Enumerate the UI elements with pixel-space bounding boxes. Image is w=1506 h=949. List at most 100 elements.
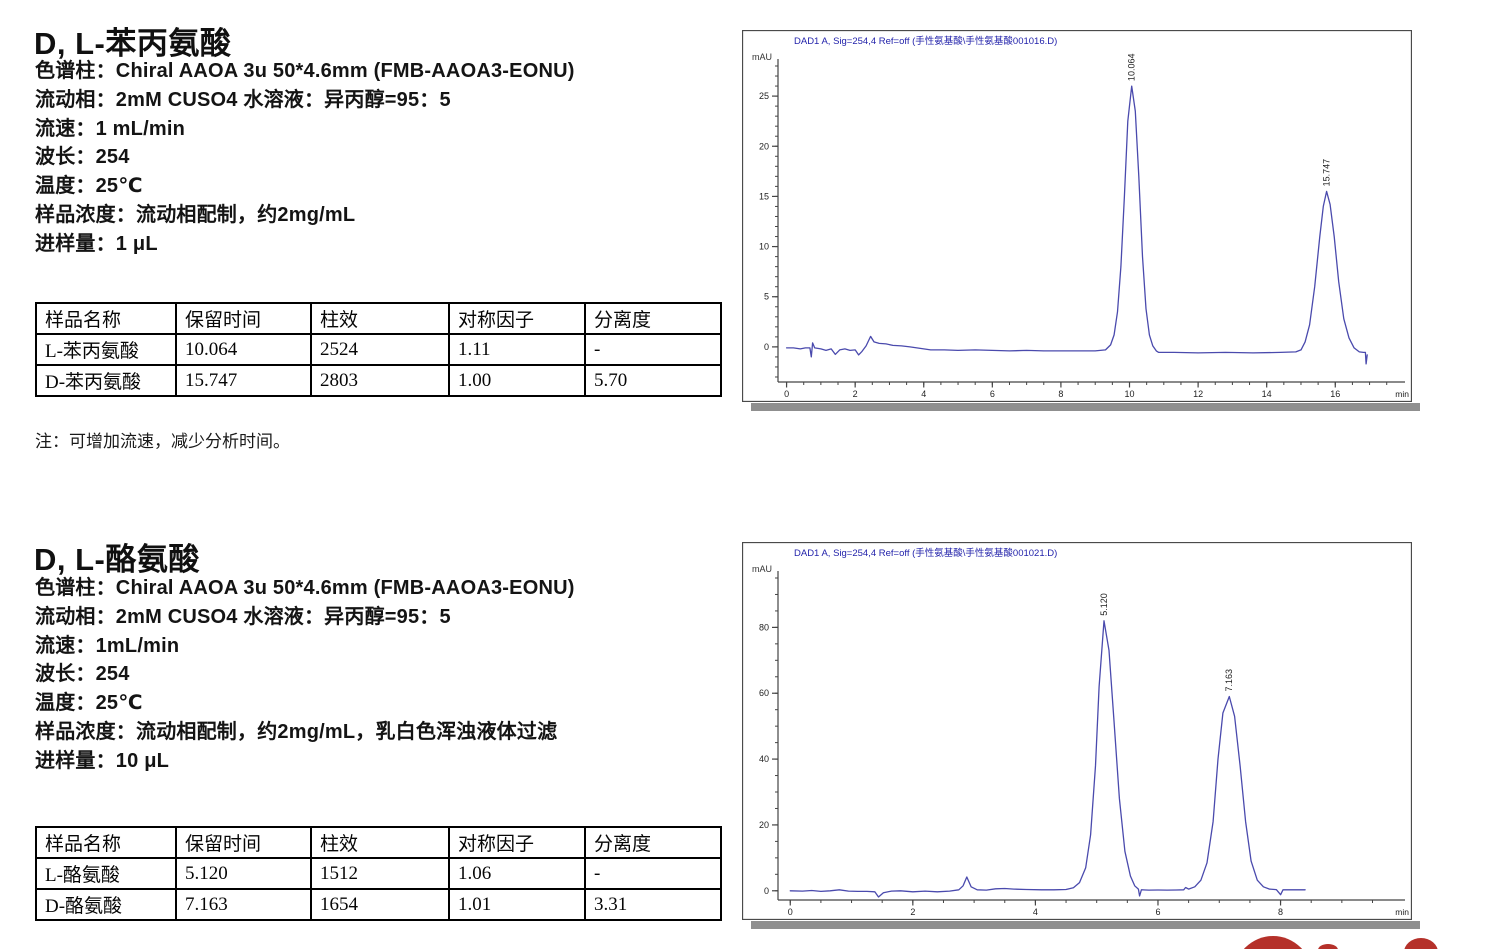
x-tick-label: 8 [1058, 389, 1063, 399]
table-cell: L-酪氨酸 [35, 857, 177, 890]
chart-signal-header: DAD1 A, Sig=254,4 Ref=off (手性氨基酸\手性氨基酸00… [794, 547, 1057, 559]
chart-2-drop-shadow [751, 921, 1420, 929]
chromatogram-svg: DAD1 A, Sig=254,4 Ref=off (手性氨基酸\手性氨基酸00… [741, 29, 1413, 403]
chromatogram-panel-tyrosine: DAD1 A, Sig=254,4 Ref=off (手性氨基酸\手性氨基酸00… [741, 541, 1413, 921]
chromatogram-panel-phenylalanine: DAD1 A, Sig=254,4 Ref=off (手性氨基酸\手性氨基酸00… [741, 29, 1413, 403]
chart-frame [741, 29, 1413, 403]
table-cell: 1512 [310, 857, 450, 890]
table-cell: 10.064 [175, 333, 312, 366]
y-tick-label: 20 [759, 820, 769, 830]
x-tick-label: 6 [990, 389, 995, 399]
table-cell: 15.747 [175, 364, 312, 397]
table-cell: - [584, 333, 722, 366]
x-axis-unit-label: min [1395, 389, 1409, 399]
section-2-method-params: 色谱柱：Chiral AAOA 3u 50*4.6mm (FMB-AAOA3-E… [35, 574, 725, 776]
partial-red-logo-mark-2 [1404, 938, 1438, 949]
table-cell: 1.06 [448, 857, 586, 890]
chart-frame [741, 541, 1413, 921]
y-tick-label: 10 [759, 242, 769, 252]
method-param-line: 进样量：1 μL [35, 232, 158, 255]
table-header-cell: 样品名称 [35, 826, 177, 859]
table-cell: 5.70 [584, 364, 722, 397]
method-param-line: 温度：25℃ [35, 175, 143, 198]
method-param-line: 样品浓度：流动相配制，约2mg/mL，乳白色浑浊液体过滤 [35, 720, 558, 743]
table-cell: 1.00 [448, 364, 586, 397]
y-tick-label: 20 [759, 141, 769, 151]
x-axis-unit-label: min [1395, 907, 1409, 917]
table-header-row: 样品名称 保留时间 柱效 对称因子 分离度 [35, 826, 722, 859]
chart-1-drop-shadow [751, 403, 1420, 411]
peak-retention-label: 15.747 [1322, 159, 1332, 187]
partial-red-logo-mark-1 [1318, 944, 1338, 949]
method-param-line: 波长：254 [35, 663, 130, 686]
table-header-cell: 保留时间 [175, 302, 312, 335]
table-row: L-苯丙氨酸 10.064 2524 1.11- [35, 333, 722, 366]
method-param-line: 流动相：2mM CUSO4 水溶液：异丙醇=95：5 [35, 605, 451, 628]
method-param-line: 进样量：10 μL [35, 749, 170, 772]
x-tick-label: 2 [910, 907, 915, 917]
x-tick-label: 4 [921, 389, 926, 399]
table-header-cell: 保留时间 [175, 826, 312, 859]
y-axis-unit-label: mAU [752, 564, 772, 574]
table-cell: 2524 [310, 333, 450, 366]
signal-trace [789, 620, 1306, 898]
y-tick-label: 0 [764, 342, 769, 352]
table-header-cell: 分离度 [584, 826, 722, 859]
method-param-line: 样品浓度：流动相配制，约2mg/mL [35, 203, 356, 226]
x-tick-label: 2 [853, 389, 858, 399]
method-param-line: 色谱柱：Chiral AAOA 3u 50*4.6mm (FMB-AAOA3-E… [35, 577, 575, 599]
y-tick-label: 60 [759, 688, 769, 698]
table-cell: 1654 [310, 888, 450, 921]
section-2-results-table: 样品名称 保留时间 柱效 对称因子 分离度 L-酪氨酸 5.120 1512 1.06- D-酪氨… [35, 826, 722, 921]
table-cell: 1.01 [448, 888, 586, 921]
table-cell: D-酪氨酸 [35, 888, 177, 921]
x-tick-label: 6 [1155, 907, 1160, 917]
peak-retention-label: 7.163 [1224, 669, 1234, 692]
y-tick-label: 80 [759, 622, 769, 632]
section-2-title: D, L-酪氨酸 [34, 542, 200, 577]
x-tick-label: 12 [1193, 389, 1203, 399]
table-cell: 7.163 [175, 888, 312, 921]
peak-retention-label: 10.064 [1127, 54, 1137, 82]
table-header-cell: 样品名称 [35, 302, 177, 335]
table-cell: 1.11 [448, 333, 586, 366]
method-param-line: 流速：1 mL/min [35, 117, 185, 140]
table-cell: D-苯丙氨酸 [35, 364, 177, 397]
method-param-line: 波长：254 [35, 146, 130, 169]
section-1-results-table: 样品名称 保留时间 柱效 对称因子 分离度 L-苯丙氨酸 10.064 2524 1.11- D-… [35, 302, 722, 397]
partial-red-logo-circle [1234, 936, 1312, 949]
table-cell: - [584, 857, 722, 890]
method-param-line: 温度：25℃ [35, 692, 143, 715]
section-1-title: D, L-苯丙氨酸 [34, 26, 232, 61]
y-tick-label: 15 [759, 191, 769, 201]
x-tick-label: 0 [784, 389, 789, 399]
table-row: L-酪氨酸 5.120 1512 1.06- [35, 857, 722, 890]
table-header-cell: 柱效 [310, 302, 450, 335]
x-tick-label: 14 [1262, 389, 1272, 399]
table-row: D-苯丙氨酸 15.747 2803 1.00 5.70 [35, 364, 722, 397]
section-1-note: 注：可增加流速，减少分析时间。 [35, 432, 290, 451]
y-tick-label: 25 [759, 91, 769, 101]
method-param-line: 色谱柱：Chiral AAOA 3u 50*4.6mm (FMB-AAOA3-E… [35, 60, 575, 82]
chromatogram-svg: DAD1 A, Sig=254,4 Ref=off (手性氨基酸\手性氨基酸00… [741, 541, 1413, 921]
peak-retention-label: 5.120 [1099, 593, 1109, 616]
x-tick-label: 0 [788, 907, 793, 917]
y-tick-label: 40 [759, 754, 769, 764]
table-header-cell: 对称因子 [448, 826, 586, 859]
method-param-line: 流速：1mL/min [35, 634, 180, 657]
section-1-method-params: 色谱柱：Chiral AAOA 3u 50*4.6mm (FMB-AAOA3-E… [35, 57, 725, 259]
y-tick-label: 0 [764, 886, 769, 896]
table-header-cell: 对称因子 [448, 302, 586, 335]
signal-trace [785, 85, 1368, 365]
method-param-line: 流动相：2mM CUSO4 水溶液：异丙醇=95：5 [35, 88, 451, 111]
x-tick-label: 4 [1033, 907, 1038, 917]
x-tick-label: 10 [1125, 389, 1135, 399]
y-axis-unit-label: mAU [752, 52, 772, 62]
x-tick-label: 8 [1278, 907, 1283, 917]
table-header-cell: 分离度 [584, 302, 722, 335]
table-cell: 3.31 [584, 888, 722, 921]
table-row: D-酪氨酸 7.163 1654 1.01 3.31 [35, 888, 722, 921]
table-cell: 2803 [310, 364, 450, 397]
table-cell: 5.120 [175, 857, 312, 890]
